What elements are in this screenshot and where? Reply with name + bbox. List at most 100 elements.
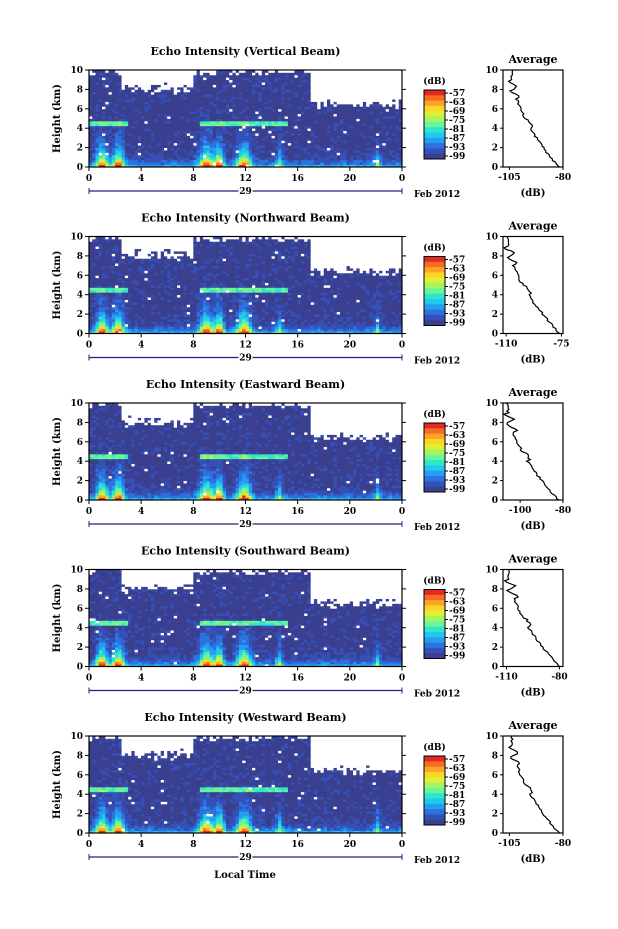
heatmap-cell: [392, 77, 396, 81]
heatmap-cell: [124, 72, 129, 76]
heatmap-cell: [193, 125, 197, 129]
heatmap-cell: [121, 323, 126, 327]
heatmap-cell: [134, 113, 139, 117]
heatmap-cell: [392, 157, 396, 161]
heatmap-cell: [186, 74, 191, 78]
heatmap-cell: [229, 77, 233, 81]
heatmap-cell: [102, 113, 106, 117]
heatmap-cell: [281, 140, 286, 144]
heatmap-cell: [95, 89, 100, 93]
heatmap-cell: [229, 101, 233, 105]
heatmap-cell: [271, 113, 276, 117]
heatmap-cell: [108, 157, 113, 161]
heatmap-cell: [258, 137, 263, 141]
heatmap-cell: [170, 89, 175, 93]
heatmap-cell: [180, 118, 184, 122]
heatmap-cell: [222, 116, 227, 119]
heatmap-cell: [154, 135, 158, 139]
heatmap-cell: [206, 94, 211, 98]
heatmap-cell: [300, 145, 305, 148]
heatmap-cell: [291, 123, 295, 127]
heatmap-cell: [323, 125, 328, 129]
heatmap-cell: [163, 164, 168, 168]
heatmap-cell: [219, 103, 224, 107]
heatmap-cell: [369, 94, 374, 98]
heatmap-cell: [261, 84, 266, 88]
heatmap-cell: [98, 272, 103, 276]
heatmap-cell: [150, 272, 155, 276]
heatmap-cell: [375, 86, 380, 90]
heatmap-cell: [209, 142, 214, 146]
heatmap-cell: [219, 157, 224, 161]
heatmap-cell: [281, 145, 286, 148]
heatmap-cell: [271, 154, 276, 158]
heatmap-cell: [353, 164, 357, 168]
heatmap-cell: [287, 118, 292, 122]
heatmap-cell: [163, 280, 168, 283]
heatmap-cell: [183, 145, 188, 148]
heatmap-cell: [95, 154, 100, 158]
heatmap-cell: [118, 299, 122, 303]
heatmap-cell: [392, 120, 396, 124]
heatmap-cell: [356, 70, 361, 73]
heatmap-cell: [281, 99, 286, 102]
x-tick-label: 0: [86, 174, 92, 184]
heatmap-cell: [313, 154, 318, 158]
heatmap-cell: [163, 133, 168, 136]
heatmap-cell: [229, 125, 233, 129]
heatmap-cell: [261, 79, 266, 83]
heatmap-cell: [268, 133, 272, 136]
heatmap-cell: [111, 159, 116, 163]
heatmap-cell: [167, 96, 171, 100]
heatmap-cell: [340, 72, 344, 76]
heatmap-cell: [92, 72, 96, 76]
heatmap-cell: [216, 142, 220, 146]
heatmap-cell: [388, 82, 393, 85]
heatmap-cell: [141, 309, 145, 313]
heatmap-cell: [304, 123, 308, 127]
heatmap-cell: [124, 145, 129, 148]
heatmap-cell: [173, 292, 178, 296]
heatmap-cell: [359, 137, 364, 141]
heatmap-cell: [375, 137, 380, 141]
heatmap-cell: [252, 86, 256, 90]
heatmap-cell: [219, 142, 224, 146]
heatmap-cell: [170, 99, 175, 102]
heatmap-cell: [98, 289, 103, 293]
heatmap-cell: [212, 70, 217, 73]
heatmap-cell: [160, 162, 165, 165]
heatmap-cell: [346, 159, 351, 163]
heatmap-cell: [157, 123, 162, 127]
heatmap-cell: [258, 125, 263, 129]
heatmap-cell: [206, 111, 211, 115]
heatmap-cell: [137, 79, 142, 83]
heatmap-cell: [98, 135, 103, 139]
heatmap-cell: [115, 103, 119, 107]
heatmap-cell: [115, 108, 119, 112]
heatmap-cell: [141, 304, 145, 308]
heatmap-cell: [317, 86, 321, 90]
heatmap-cell: [372, 145, 377, 148]
heatmap-cell: [154, 140, 158, 144]
heatmap-cell: [294, 140, 299, 144]
heatmap-cell: [252, 137, 256, 141]
heatmap-cell: [242, 116, 246, 119]
heatmap-cell: [115, 140, 119, 144]
heatmap-cell: [287, 113, 292, 117]
heatmap-cell: [349, 113, 354, 117]
heatmap-cell: [333, 123, 338, 127]
heatmap-cell: [131, 301, 136, 305]
heatmap-cell: [163, 297, 168, 300]
heatmap-cell: [317, 89, 321, 93]
heatmap-cell: [353, 137, 357, 141]
heatmap-cell: [98, 292, 103, 296]
heatmap-cell: [92, 323, 96, 327]
heatmap-cell: [343, 147, 347, 151]
heatmap-cell: [180, 116, 184, 119]
heatmap-cell: [229, 152, 233, 156]
heatmap-cell: [206, 89, 211, 93]
heatmap-cell: [141, 251, 145, 254]
heatmap-cell: [95, 116, 100, 119]
heatmap-cell: [193, 77, 197, 81]
heatmap-cell: [222, 150, 227, 153]
